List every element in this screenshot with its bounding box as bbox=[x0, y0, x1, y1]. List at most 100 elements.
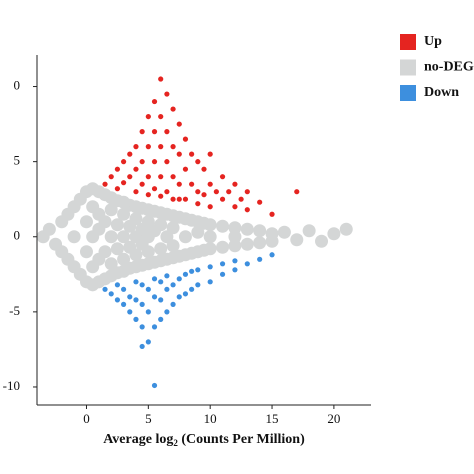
point bbox=[145, 113, 151, 120]
point bbox=[139, 282, 145, 288]
point bbox=[277, 225, 291, 239]
point bbox=[164, 189, 170, 195]
point bbox=[79, 215, 93, 229]
point bbox=[290, 233, 304, 247]
x-label-sub: 2 bbox=[173, 438, 178, 448]
legend-label: Up bbox=[424, 34, 442, 49]
x-tick-label: 5 bbox=[145, 411, 152, 426]
point bbox=[98, 215, 112, 229]
point bbox=[219, 174, 226, 180]
point bbox=[145, 192, 151, 198]
point bbox=[176, 196, 182, 202]
point bbox=[240, 237, 254, 251]
point bbox=[166, 221, 180, 235]
point bbox=[170, 106, 176, 112]
point bbox=[207, 151, 213, 157]
x-tick-label: 10 bbox=[204, 411, 217, 426]
point bbox=[145, 309, 151, 315]
point bbox=[158, 279, 164, 285]
point bbox=[294, 189, 300, 195]
point bbox=[195, 282, 201, 288]
y-tick-label: 0 bbox=[14, 228, 21, 243]
point bbox=[226, 189, 232, 195]
point bbox=[219, 196, 226, 202]
point bbox=[117, 230, 131, 244]
legend-swatch bbox=[400, 59, 416, 76]
point bbox=[139, 301, 145, 307]
point bbox=[145, 174, 151, 180]
point bbox=[182, 196, 189, 202]
point bbox=[114, 297, 121, 303]
point bbox=[232, 258, 238, 264]
point bbox=[232, 267, 238, 273]
point bbox=[216, 240, 230, 254]
point bbox=[244, 189, 250, 195]
point bbox=[120, 159, 127, 165]
point bbox=[189, 268, 195, 274]
point bbox=[133, 279, 139, 285]
point bbox=[164, 309, 170, 315]
point bbox=[151, 98, 158, 105]
point bbox=[154, 242, 168, 256]
legend-swatch bbox=[400, 85, 416, 101]
point bbox=[145, 339, 151, 345]
point bbox=[232, 181, 238, 187]
point bbox=[201, 166, 207, 172]
point bbox=[158, 174, 164, 180]
point bbox=[182, 136, 189, 142]
point bbox=[151, 186, 158, 192]
point bbox=[176, 294, 182, 300]
point bbox=[98, 245, 112, 259]
point bbox=[182, 166, 189, 172]
point bbox=[182, 271, 189, 277]
point bbox=[189, 181, 195, 187]
y-tick-label: 5 bbox=[14, 153, 21, 168]
point bbox=[164, 129, 170, 135]
x-tick-label: 0 bbox=[83, 411, 90, 426]
point bbox=[257, 199, 263, 205]
point bbox=[139, 181, 145, 187]
point bbox=[110, 242, 124, 256]
point bbox=[238, 196, 244, 202]
point bbox=[240, 222, 254, 236]
point bbox=[176, 151, 182, 157]
point bbox=[120, 180, 127, 186]
point bbox=[176, 121, 182, 127]
legend-swatch bbox=[400, 34, 416, 50]
point bbox=[127, 309, 133, 315]
point bbox=[207, 181, 213, 187]
point bbox=[207, 204, 213, 210]
point bbox=[129, 212, 143, 226]
point bbox=[151, 159, 158, 165]
point bbox=[145, 144, 151, 150]
point bbox=[141, 245, 155, 259]
point bbox=[133, 297, 139, 303]
y-tick-label: 0 bbox=[14, 78, 21, 93]
point bbox=[114, 282, 121, 288]
point bbox=[207, 279, 213, 285]
point bbox=[164, 91, 170, 97]
point bbox=[158, 297, 164, 303]
point bbox=[114, 166, 121, 172]
point bbox=[244, 261, 250, 267]
point bbox=[339, 222, 353, 236]
point bbox=[129, 248, 143, 262]
point bbox=[170, 144, 176, 150]
point bbox=[189, 286, 195, 292]
point bbox=[253, 224, 267, 238]
point bbox=[228, 221, 242, 235]
point bbox=[133, 144, 139, 150]
point bbox=[257, 256, 263, 262]
point bbox=[176, 276, 182, 282]
point bbox=[269, 252, 275, 258]
point bbox=[203, 242, 217, 256]
plot-area bbox=[36, 76, 353, 389]
point bbox=[164, 159, 170, 165]
point bbox=[139, 159, 145, 165]
point bbox=[127, 151, 133, 157]
point bbox=[139, 129, 145, 135]
point bbox=[244, 207, 250, 213]
point bbox=[110, 218, 124, 232]
point bbox=[219, 261, 226, 267]
point bbox=[120, 286, 127, 292]
